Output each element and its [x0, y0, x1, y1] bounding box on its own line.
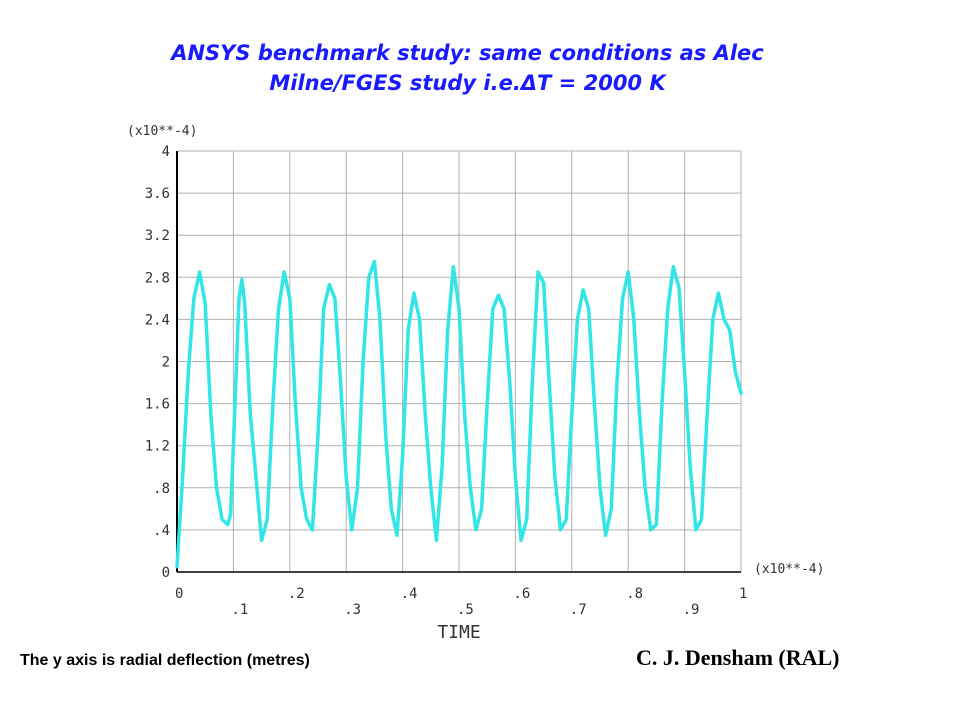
slide-title: ANSYS benchmark study: same conditions a…	[0, 38, 935, 98]
y-tick-label: .4	[153, 523, 170, 539]
x-tick-label: .8	[626, 586, 643, 602]
x-tick-label: .4	[401, 586, 418, 602]
x-tick-label: .6	[513, 586, 530, 602]
y-tick-label: 2.8	[145, 270, 170, 286]
title-line-2: Milne/FGES study i.e.ΔT = 2000 K	[269, 71, 666, 95]
x-axis-title: TIME	[437, 622, 480, 643]
x-tick-label: .7	[570, 602, 587, 618]
x-tick-label: 1	[739, 586, 747, 602]
y-tick-label: 0	[162, 565, 170, 581]
y-tick-label: 1.6	[145, 397, 170, 413]
y-tick-label: .8	[153, 481, 170, 497]
x-tick-label: .9	[683, 602, 700, 618]
x-tick-label: .5	[457, 602, 474, 618]
y-tick-label: 2	[162, 355, 170, 371]
y-axis-caption: The y axis is radial deflection (metres)	[20, 652, 310, 669]
x-tick-label: .1	[231, 602, 248, 618]
x-tick-label: 0	[175, 586, 183, 602]
x-multiplier-label: (x10**-4)	[754, 562, 824, 577]
author-credit: C. J. Densham (RAL)	[636, 645, 840, 670]
deflection-series-line	[175, 259, 743, 569]
title-line-1: ANSYS benchmark study: same conditions a…	[171, 41, 764, 65]
y-tick-label: 1.2	[145, 439, 170, 455]
x-tick-label: .2	[288, 586, 305, 602]
y-tick-label: 3.6	[145, 186, 170, 202]
y-tick-label: 3.2	[145, 228, 170, 244]
x-tick-label: .3	[344, 602, 361, 618]
y-tick-label: 4	[162, 144, 170, 160]
y-multiplier-label: (x10**-4)	[127, 124, 197, 139]
y-tick-label: 2.4	[145, 312, 170, 328]
